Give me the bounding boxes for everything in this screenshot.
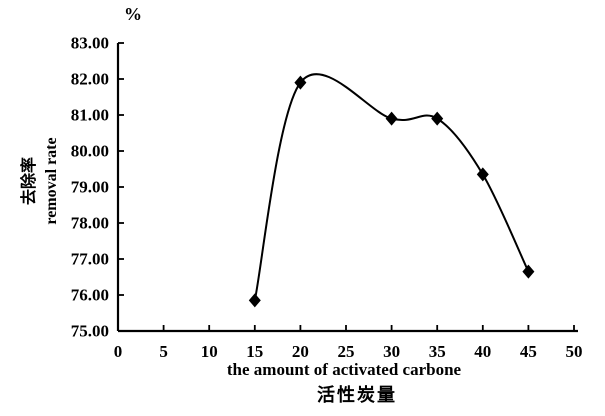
y-tick-label: 76.00 [71,286,109,305]
x-tick-label: 5 [159,342,168,361]
data-point-marker [431,111,444,126]
y-tick-label: 75.00 [71,322,109,341]
y-tick-label: 82.00 [71,70,109,89]
y-axis-title-en: removal rate [43,137,60,225]
data-point-marker [476,167,489,182]
y-tick-label: 80.00 [71,142,109,161]
y-tick-label: 78.00 [71,214,109,233]
x-tick-label: 25 [338,342,355,361]
y-axis-title-zh: 去除率 [21,157,38,206]
x-tick-label: 40 [474,342,491,361]
y-axis-title: 去除率 removal rate [19,77,65,285]
x-tick-label: 0 [114,342,123,361]
x-axis-title-en: the amount of activated carbone [226,360,462,379]
y-tick-label: 83.00 [71,34,109,53]
y-tick-label: 77.00 [71,250,109,269]
x-tick-label: 20 [292,342,309,361]
data-point-marker [522,264,535,279]
data-curve [253,73,530,301]
data-point-marker [248,293,261,308]
x-axis-title-zh: 活性炭量 [317,385,397,405]
x-tick-label: 10 [201,342,218,361]
data-point-marker [294,75,307,90]
x-tick-label: 35 [429,342,446,361]
x-tick-label: 30 [383,342,400,361]
x-tick-label: 15 [246,342,263,361]
data-point-marker [385,111,398,126]
x-tick-label: 50 [566,342,583,361]
y-axis-unit-label: % [124,4,142,24]
x-tick-label: 45 [520,342,537,361]
y-tick-label: 81.00 [71,106,109,125]
y-tick-label: 79.00 [71,178,109,197]
